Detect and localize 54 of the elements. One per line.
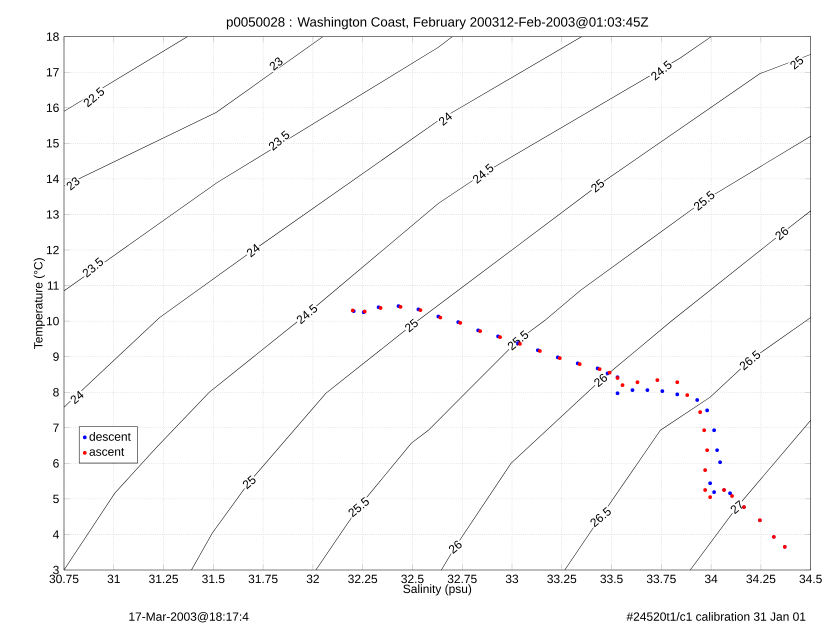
annotation: 24 — [246, 244, 260, 258]
x-axis-title: Salinity (psu) — [403, 584, 472, 596]
text: 17-Mar-2003@18:17:4 — [129, 612, 249, 622]
annotation: 26 — [775, 227, 788, 240]
annotation: 24 — [70, 390, 84, 404]
annotation: 25 — [242, 475, 256, 490]
x-tick-label: 32.75 — [448, 574, 477, 584]
annotation: 26 — [594, 374, 607, 388]
y-tick-label: 14 — [46, 174, 59, 183]
y-tick-label: 6 — [53, 459, 59, 468]
x-tick-label: 33.75 — [646, 574, 676, 584]
legend-label: descent — [90, 432, 131, 441]
text: #24520t1/c1 calibration 31 Jan 01 — [626, 612, 806, 621]
chart-title: p0050028 : Washington Coast, February 200312-Feb-2003@01:03:45Z — [226, 16, 648, 30]
y-tick-label: 17 — [46, 68, 59, 76]
annotation: 26 — [448, 540, 462, 554]
annotation: 24.5 — [651, 60, 672, 81]
annotation: 25 — [790, 56, 804, 70]
x-tick-label: 33.25 — [547, 574, 576, 584]
x-tick-label: 30.75 — [50, 574, 78, 584]
annotation: 25 — [591, 178, 604, 193]
x-tick-label: 31.5 — [202, 574, 224, 584]
x-tick-label: 31 — [108, 574, 120, 584]
y-tick-label: 12 — [46, 246, 59, 254]
annotation: 27 — [730, 500, 742, 514]
annotation: 24 — [438, 112, 452, 126]
y-tick-label: 3 — [53, 566, 59, 574]
y-tick-label: 13 — [46, 210, 59, 219]
x-tick-label: 32.5 — [401, 574, 424, 584]
annotation: 23 — [66, 177, 80, 191]
annotation: 25 — [405, 318, 418, 332]
x-tick-label: 31.25 — [149, 574, 178, 584]
y-tick-label: 11 — [48, 281, 59, 290]
y-tick-label: 18 — [46, 32, 59, 41]
y-tick-label: 9 — [53, 352, 59, 361]
y-tick-label: 16 — [46, 104, 59, 112]
y-axis-title: Temperature (°C) — [34, 258, 45, 349]
annotation: 23 — [270, 58, 283, 71]
x-tick-label: 34 — [704, 574, 718, 584]
y-tick-label: 8 — [53, 388, 59, 396]
y-tick-label: 10 — [46, 316, 59, 326]
x-tick-label: 33 — [506, 574, 518, 584]
y-tick-label: 7 — [53, 424, 59, 432]
x-tick-label: 31.75 — [248, 574, 278, 584]
y-tick-label: 5 — [53, 494, 59, 504]
legend-label: ascent — [90, 448, 124, 456]
annotation: 23.5 — [82, 257, 104, 278]
x-tick-label: 34.25 — [746, 574, 776, 584]
x-tick-label: 32.25 — [348, 574, 378, 584]
x-tick-label: 33.5 — [600, 574, 623, 584]
y-tick-label: 15 — [46, 139, 59, 148]
x-tick-label: 34.5 — [800, 574, 822, 584]
y-tick-label: 4 — [52, 530, 59, 539]
x-tick-label: 32 — [306, 574, 319, 584]
